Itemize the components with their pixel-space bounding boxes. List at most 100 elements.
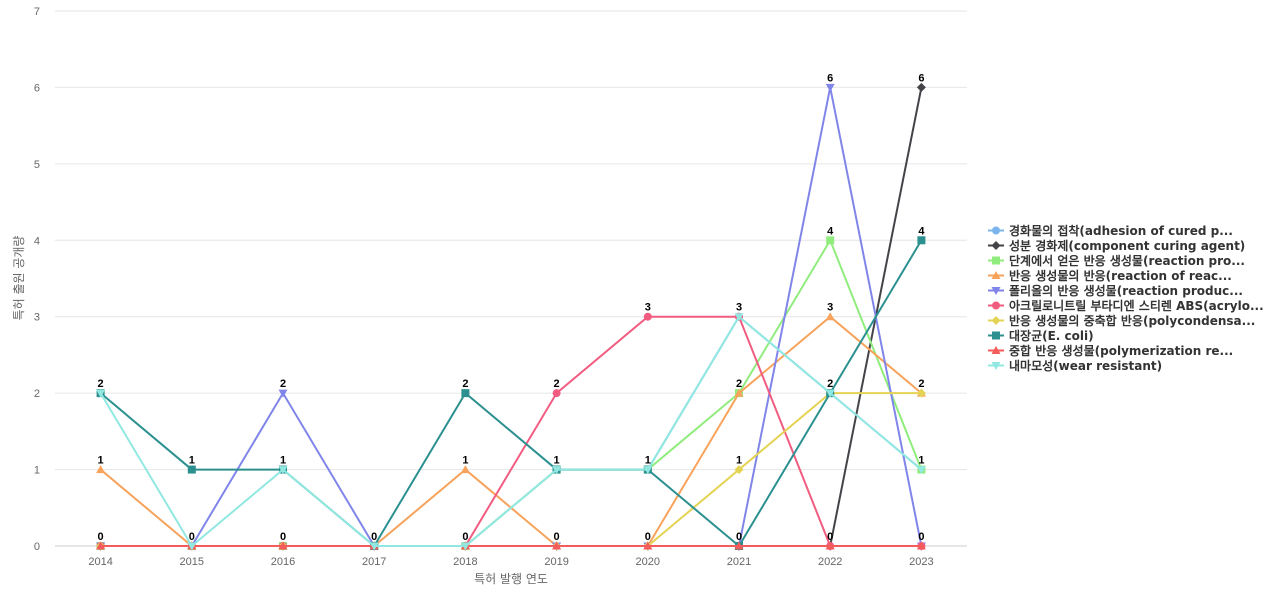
x-axis-title: 특허 발행 연도 <box>474 571 548 586</box>
data-label: 1 <box>736 455 742 467</box>
data-point[interactable] <box>643 466 653 475</box>
x-tick-label: 2017 <box>362 556 386 568</box>
legend-item-10[interactable]: 내마모성(wear resistant) <box>988 358 1278 373</box>
x-tick-label: 2022 <box>818 556 842 568</box>
data-label: 6 <box>918 72 924 84</box>
data-point[interactable] <box>734 313 744 322</box>
x-tick-label: 2014 <box>88 556 112 568</box>
data-point[interactable] <box>460 465 470 474</box>
legend-symbol <box>988 362 1004 370</box>
data-label: 0 <box>189 531 195 543</box>
legend-label: 대장균(E. coli) <box>1009 329 1094 343</box>
legend-label: 폴리올의 반응 생성물(reaction produc... <box>1009 284 1243 298</box>
data-label: 6 <box>827 72 833 84</box>
data-point[interactable] <box>916 541 926 550</box>
x-tick-label: 2021 <box>727 556 751 568</box>
data-point[interactable] <box>734 388 744 397</box>
legend-marker <box>991 362 1001 370</box>
data-point[interactable] <box>96 541 106 550</box>
data-label: 0 <box>371 531 377 543</box>
legend-label: 아크릴로니트릴 부타디엔 스티렌 ABS(acrylo... <box>1009 299 1264 313</box>
data-label: 2 <box>98 378 104 390</box>
data-label: 1 <box>645 455 651 467</box>
legend-item-4[interactable]: 반응 생성물의 반응(reaction of reac... <box>988 268 1278 283</box>
legend-item-6[interactable]: 아크릴로니트릴 부타디엔 스티렌 ABS(acrylo... <box>988 298 1278 313</box>
legend-item-2[interactable]: 성분 경화제(component curing agent) <box>988 238 1278 253</box>
legend-marker <box>991 287 1001 295</box>
data-point[interactable] <box>187 542 197 551</box>
y-tick-label: 6 <box>34 82 40 94</box>
data-point[interactable] <box>96 465 106 474</box>
series-line[interactable] <box>99 239 923 548</box>
data-point[interactable] <box>278 541 288 550</box>
data-label: 1 <box>554 455 560 467</box>
legend-item-3[interactable]: 단계에서 얻은 반응 생성물(reaction pro... <box>988 253 1278 268</box>
data-label: 1 <box>98 455 104 467</box>
series-10 <box>96 313 926 551</box>
legend-item-8[interactable]: 대장균(E. coli) <box>988 328 1278 343</box>
legend-label: 반응 생성물의 중축합 반응(polycondensa... <box>1009 314 1256 328</box>
data-point[interactable] <box>917 236 926 245</box>
data-point[interactable] <box>734 541 744 550</box>
data-point[interactable] <box>825 541 835 550</box>
x-tick-label: 2023 <box>909 556 933 568</box>
legend-item-1[interactable]: 경화물의 접착(adhesion of cured p... <box>988 223 1278 238</box>
legend-marker <box>992 226 1000 235</box>
data-point[interactable] <box>825 389 835 398</box>
data-point[interactable] <box>643 541 653 550</box>
legend-marker <box>991 241 1001 250</box>
legend: 경화물의 접착(adhesion of cured p... 성분 경화제(com… <box>988 223 1278 373</box>
legend-symbol <box>988 316 1004 325</box>
data-point[interactable] <box>552 389 561 398</box>
data-label: 0 <box>827 531 833 543</box>
data-point[interactable] <box>552 541 562 550</box>
data-label: 2 <box>554 378 560 390</box>
data-label: 1 <box>189 455 195 467</box>
data-point[interactable] <box>96 389 106 398</box>
legend-marker <box>991 316 1001 325</box>
legend-symbol <box>988 331 1004 340</box>
data-label: 2 <box>280 378 286 390</box>
y-tick-label: 4 <box>34 235 40 247</box>
legend-label: 성분 경화제(component curing agent) <box>1009 239 1246 253</box>
legend-symbol <box>988 241 1004 250</box>
legend-item-7[interactable]: 반응 생성물의 중축합 반응(polycondensa... <box>988 313 1278 328</box>
data-point[interactable] <box>916 388 926 398</box>
data-label: 0 <box>554 531 560 543</box>
x-tick-label: 2016 <box>271 556 295 568</box>
data-label: 2 <box>918 378 924 390</box>
data-point[interactable] <box>552 466 562 475</box>
data-point[interactable] <box>461 389 470 398</box>
data-point[interactable] <box>826 236 835 245</box>
data-point[interactable] <box>278 389 288 398</box>
data-point[interactable] <box>916 466 926 475</box>
legend-symbol <box>988 256 1004 265</box>
legend-marker <box>992 331 1000 340</box>
data-label: 4 <box>827 225 834 237</box>
y-tick-label: 7 <box>34 6 40 18</box>
y-tick-label: 3 <box>34 312 40 324</box>
series-line[interactable] <box>99 315 923 548</box>
data-point[interactable] <box>734 465 744 475</box>
legend-marker <box>991 271 1001 279</box>
data-label: 0 <box>280 531 286 543</box>
x-tick-label: 2019 <box>544 556 568 568</box>
legend-item-9[interactable]: 중합 반응 생성물(polymerization re... <box>988 343 1278 358</box>
series-layer <box>96 82 926 551</box>
legend-marker <box>992 256 1000 265</box>
data-point[interactable] <box>916 82 926 92</box>
data-label: 3 <box>736 302 742 314</box>
legend-item-5[interactable]: 폴리올의 반응 생성물(reaction produc... <box>988 283 1278 298</box>
legend-label: 경화물의 접착(adhesion of cured p... <box>1009 224 1233 238</box>
data-label: 1 <box>918 455 924 467</box>
data-point[interactable] <box>278 466 288 475</box>
data-point[interactable] <box>825 312 835 321</box>
data-point[interactable] <box>825 83 835 92</box>
data-point[interactable] <box>460 542 470 551</box>
data-label: 0 <box>918 531 924 543</box>
data-label: 0 <box>645 531 651 543</box>
data-point[interactable] <box>369 542 379 551</box>
data-point[interactable] <box>643 312 652 321</box>
data-point[interactable] <box>187 465 196 474</box>
